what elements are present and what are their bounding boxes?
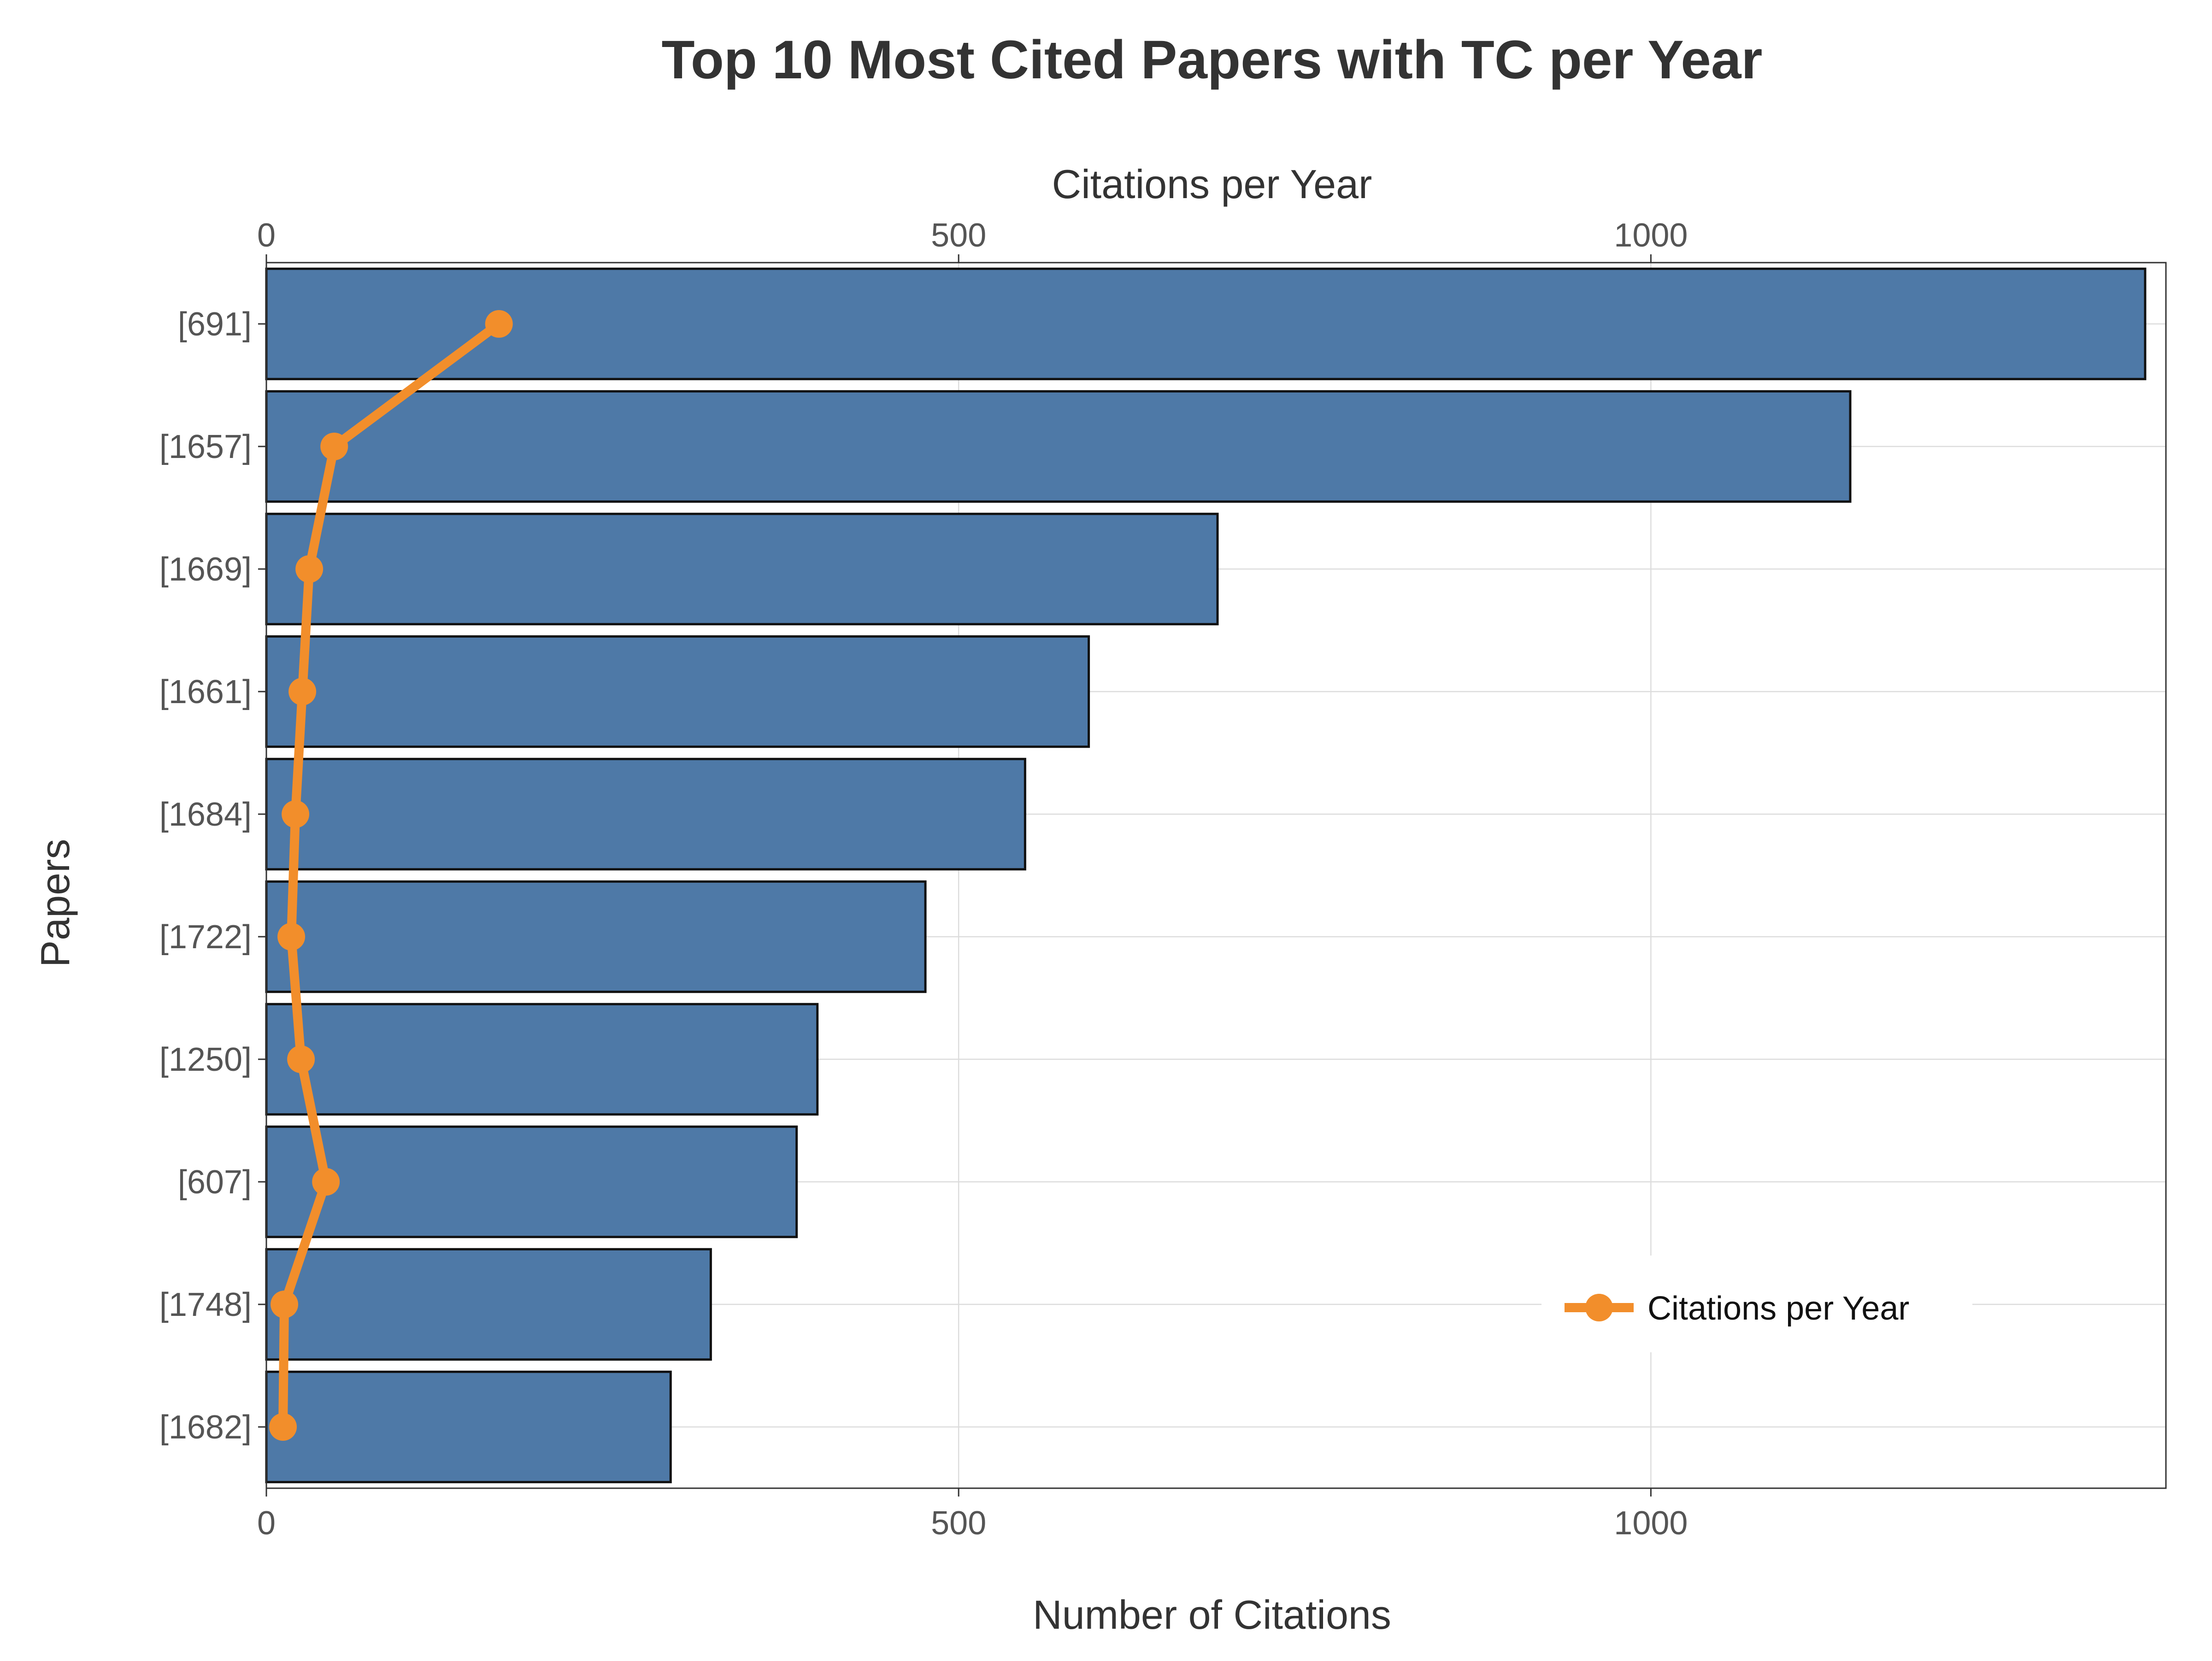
bar [265,880,927,993]
legend: Citations per Year [1541,1256,1972,1352]
x-tick-label: 1000 [1614,1505,1688,1542]
citations-per-year-line [278,319,504,1432]
secondary-x-tick-label: 500 [931,217,986,254]
line-point [287,1045,315,1073]
bar [265,1125,798,1238]
y-tick-label: [1250] [159,1041,252,1078]
line-point [295,555,324,583]
legend-label: Citations per Year [1647,1290,1909,1327]
line-point [320,433,348,460]
y-tick-label: [1661] [159,674,252,710]
y-tick-label: [1669] [159,551,252,588]
y-tick-label: [1748] [159,1286,252,1323]
x-axis-title: Number of Citations [1033,1592,1391,1638]
legend-marker-swatch [1585,1294,1613,1321]
line-point [282,800,310,828]
chart-title: Top 10 Most Cited Papers with TC per Yea… [662,29,1763,90]
bar-layer [265,267,2147,1484]
y-tick-label: [607] [178,1164,252,1201]
x-tick-label: 0 [257,1505,276,1542]
bar [265,390,1852,503]
y-tick-label: [1722] [159,919,252,956]
line-point [288,678,317,705]
y-axis-title: Papers [32,839,78,968]
secondary-x-axis-title: Citations per Year [1052,161,1372,207]
line-point [312,1168,340,1196]
plot-border [265,262,2167,1489]
x-tick-label: 500 [931,1505,986,1542]
y-tick-label: [1684] [159,796,252,833]
bar [265,512,1219,626]
bar [265,1248,712,1361]
bar [265,1003,819,1116]
axis-layer: [691] [1657] [1669] [1661] [1684] [1722] [1250… [159,217,2167,1542]
y-tick-label: [1657] [159,428,252,465]
line-point [485,310,513,338]
secondary-x-tick-label: 0 [257,217,276,254]
line-layer [269,310,513,1441]
secondary-x-tick-label: 1000 [1614,217,1688,254]
y-tick-label: [1682] [159,1409,252,1446]
bar [265,267,2147,381]
bar [265,635,1090,748]
bar [265,1370,672,1484]
line-point [277,923,306,951]
line-point [271,1291,299,1318]
bar [265,757,1026,871]
line-point [269,1413,297,1441]
y-tick-label: [691] [178,306,252,343]
